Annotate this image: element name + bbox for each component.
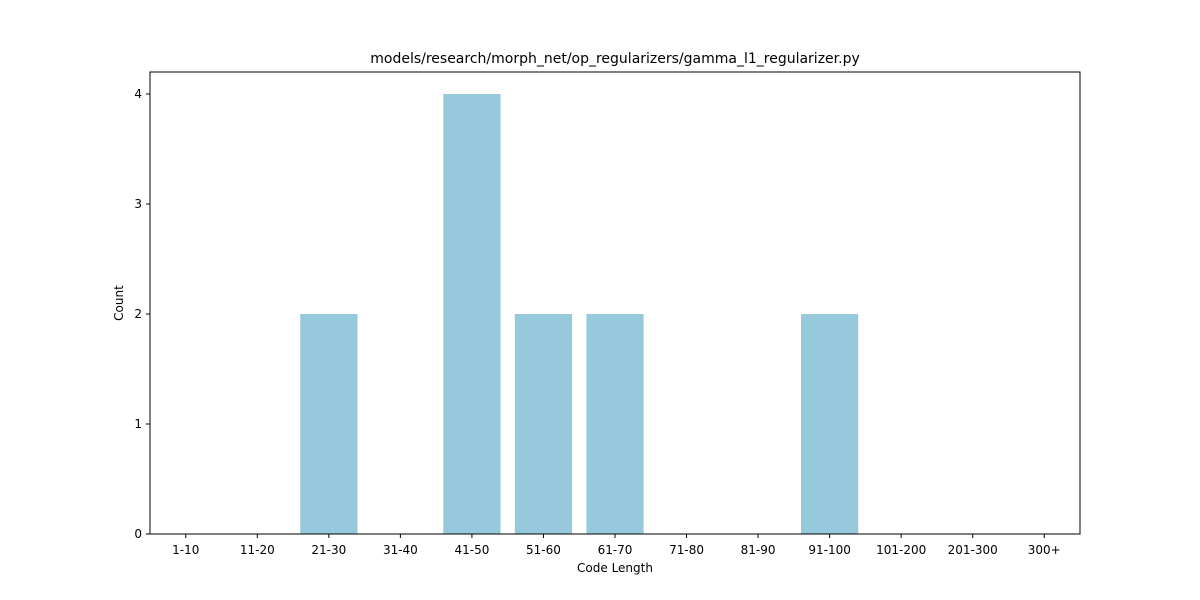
x-tick-label: 41-50 [454,543,489,557]
x-tick-label: 61-70 [598,543,633,557]
x-axis-label: Code Length [577,561,653,575]
x-tick-label: 31-40 [383,543,418,557]
x-tick-label: 1-10 [172,543,199,557]
y-tick-label: 0 [134,527,142,541]
chart-title: models/research/morph_net/op_regularizer… [370,51,860,67]
y-tick-label: 3 [134,197,142,211]
y-axis-label: Count [112,285,126,321]
bar-41-50 [443,94,501,534]
x-tick-label: 91-100 [808,543,851,557]
x-axis: 1-10 11-20 21-30 31-40 41-50 51-60 61-70 71-80 8… [172,534,1061,557]
bar-61-70 [586,314,644,534]
x-tick-label: 300+ [1028,543,1061,557]
y-tick-label: 2 [134,307,142,321]
x-tick-label: 11-20 [240,543,275,557]
bar-91-100 [801,314,859,534]
bars-group [300,94,859,534]
bar-21-30 [300,314,358,534]
x-tick-label: 101-200 [876,543,926,557]
x-tick-label: 81-90 [741,543,776,557]
x-tick-label: 21-30 [311,543,346,557]
x-tick-label: 51-60 [526,543,561,557]
bar-51-60 [514,314,573,534]
x-tick-label: 201-300 [948,543,998,557]
y-tick-label: 1 [134,417,142,431]
y-axis: 0 1 2 3 4 [134,87,150,541]
x-tick-label: 71-80 [669,543,704,557]
y-tick-label: 4 [134,87,142,101]
